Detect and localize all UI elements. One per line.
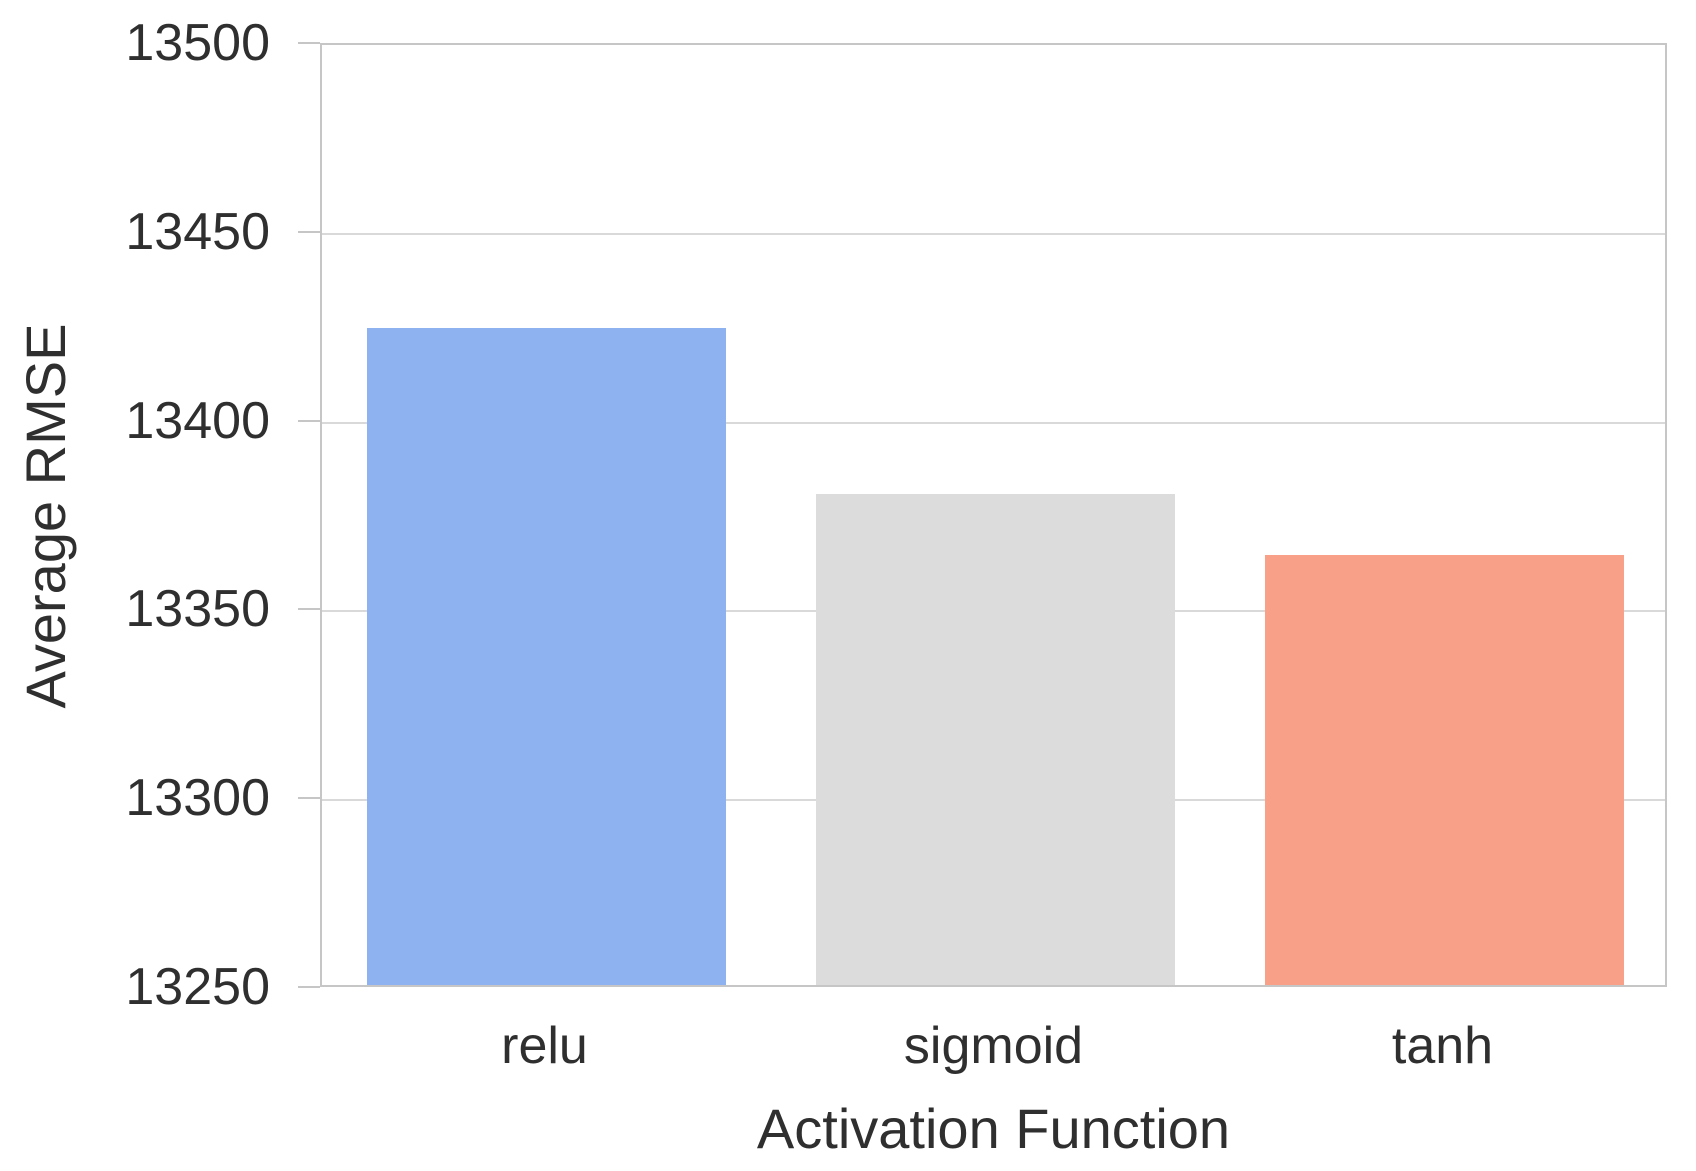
y-tick-label: 13250 (125, 958, 270, 1016)
y-axis-label: Average RMSE (14, 323, 77, 709)
x-axis-label: Activation Function (756, 1097, 1231, 1160)
y-tick (298, 797, 320, 800)
plot-area (320, 43, 1667, 987)
gridline (322, 421, 1665, 424)
y-tick-label: 13450 (125, 202, 270, 261)
x-tick-label-tanh: tanh (1391, 1017, 1494, 1075)
y-tick-label: 13400 (125, 391, 270, 450)
bar-sigmoid (815, 494, 1176, 985)
bar-relu (366, 327, 727, 985)
y-tick-label: 13500 (125, 14, 270, 72)
y-tick (298, 419, 320, 422)
x-tick-label-sigmoid: sigmoid (903, 1017, 1084, 1075)
y-tick (298, 42, 320, 44)
x-tick-label-relu: relu (501, 1017, 588, 1075)
gridline (322, 232, 1665, 235)
y-tick-label: 13300 (125, 769, 270, 828)
y-tick-label: 13350 (125, 580, 270, 639)
y-tick (298, 608, 320, 611)
y-tick (298, 230, 320, 233)
bar-tanh (1264, 554, 1625, 985)
y-tick (298, 986, 320, 988)
